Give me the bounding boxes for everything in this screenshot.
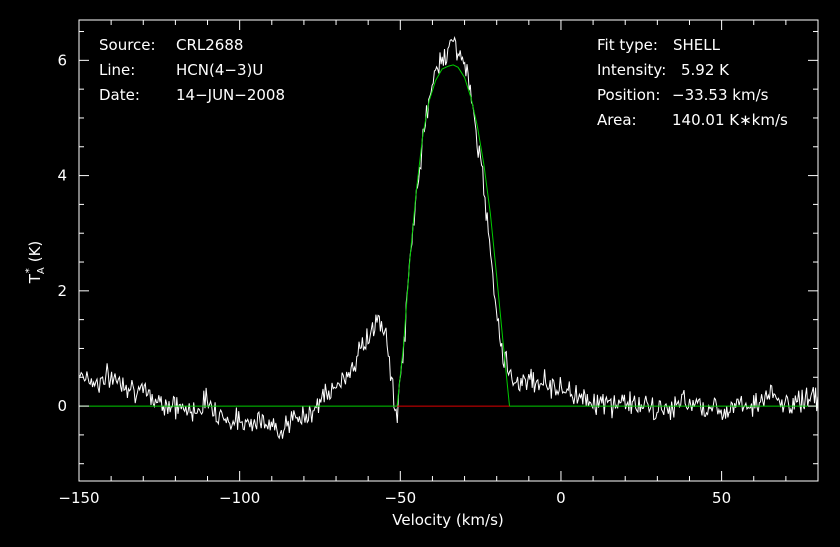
info-right: Fit type: SHELL Intensity: 5.92 K Positi… <box>597 36 788 129</box>
plot-frame <box>78 19 819 482</box>
position-label: Position: <box>597 86 660 104</box>
date-label: Date: <box>99 86 140 104</box>
area-value: 140.01 K∗km/s <box>672 111 788 129</box>
intensity-value: 5.92 K <box>681 61 730 79</box>
source-label: Source: <box>99 36 156 54</box>
x-tick-label: −50 <box>384 489 416 507</box>
plot-traces <box>78 35 819 440</box>
spectrum-trace <box>78 35 819 440</box>
y-axis-title-symbol: T <box>26 273 44 284</box>
source-value: CRL2688 <box>176 36 243 54</box>
intensity-label: Intensity: <box>597 61 666 79</box>
fit-type-value: SHELL <box>673 36 721 54</box>
y-axis-title-subscript: A <box>36 267 47 274</box>
fit-type-label: Fit type: <box>597 36 658 54</box>
area-label: Area: <box>597 111 637 129</box>
x-tick-label: 0 <box>556 489 566 507</box>
x-axis-title: Velocity (km/s) <box>392 511 503 529</box>
y-axis-title-unit: (K) <box>26 241 44 263</box>
x-tick-label: −150 <box>58 489 99 507</box>
x-tick-label: 50 <box>712 489 731 507</box>
y-axis-title-superscript: * <box>24 268 35 273</box>
y-tick-label: 2 <box>57 282 67 300</box>
x-axis-ticks: −150 −100 −50 0 50 <box>58 20 819 507</box>
y-axis-title-text: TA* (K) <box>24 241 47 285</box>
x-tick-label: −100 <box>219 489 260 507</box>
y-tick-label: 6 <box>57 51 67 69</box>
date-value: 14−JUN−2008 <box>176 86 285 104</box>
y-tick-label: 0 <box>57 397 67 415</box>
line-label: Line: <box>99 61 135 79</box>
y-tick-label: 4 <box>57 167 67 185</box>
info-left: Source: CRL2688 Line: HCN(4−3)U Date: 14… <box>99 36 285 104</box>
fit-curve <box>79 64 818 407</box>
y-axis-ticks: 0 2 4 6 <box>57 31 818 465</box>
position-value: −33.53 km/s <box>672 86 769 104</box>
line-value: HCN(4−3)U <box>176 61 263 79</box>
y-axis-title: TA* (K) <box>24 241 47 285</box>
